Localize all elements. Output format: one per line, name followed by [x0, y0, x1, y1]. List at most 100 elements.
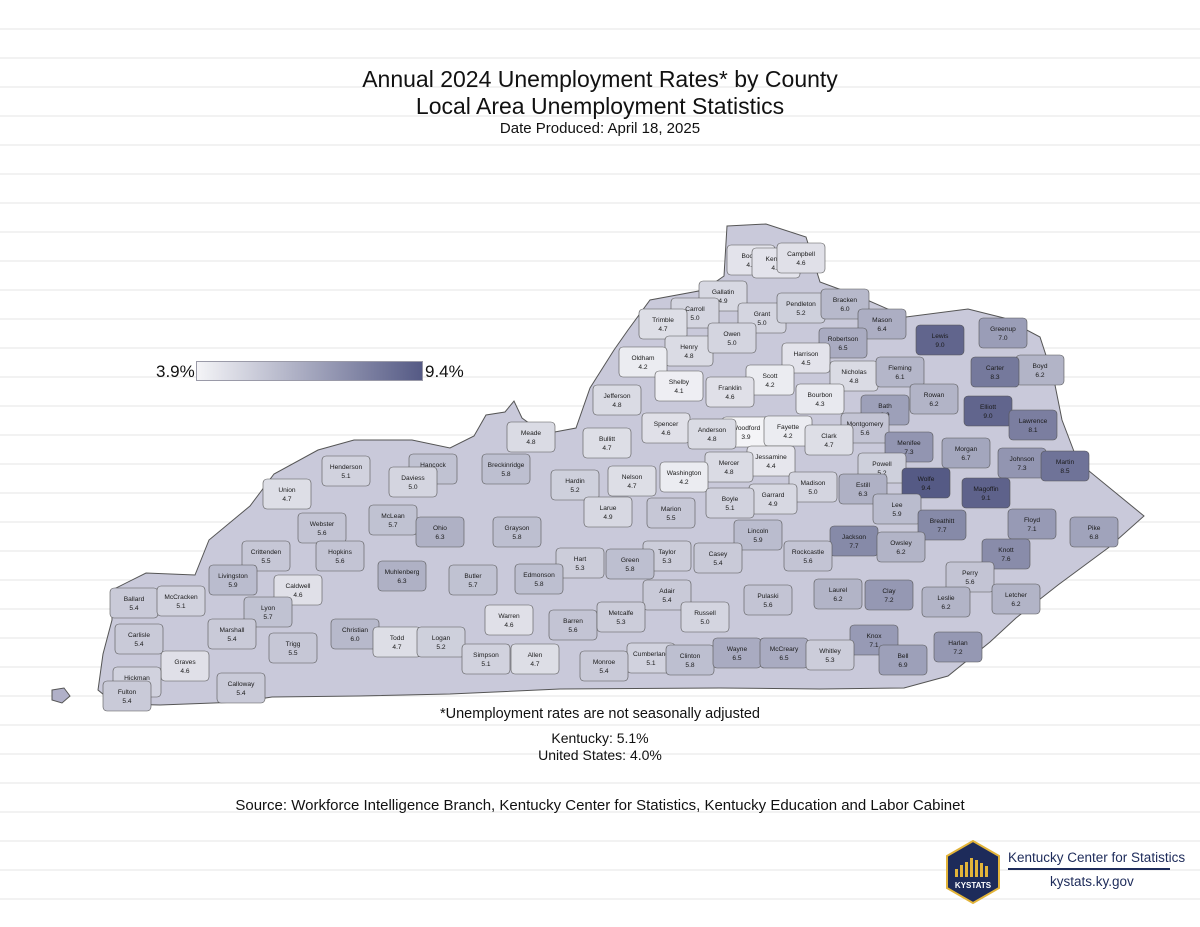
county-value-label: 4.6: [293, 592, 302, 599]
county-shape-carlisle: [114, 623, 164, 655]
county-name-label: Laurel: [829, 587, 848, 594]
county-bell: Bell 6.9: [878, 644, 928, 676]
brand-url[interactable]: kystats.ky.gov: [1050, 874, 1134, 889]
county-mason: Mason 6.4: [857, 308, 907, 340]
county-value-label: 7.3: [1017, 465, 1026, 472]
county-shape-lyon: [243, 596, 293, 628]
county-value-label: 5.1: [481, 661, 490, 668]
county-morgan: Morgan 6.7: [941, 437, 991, 469]
county-shape-graves: [160, 650, 210, 682]
county-shape-grayson: [492, 516, 542, 548]
brand-divider: [1008, 868, 1170, 870]
county-value-label: 5.4: [129, 605, 138, 612]
county-hardin: Hardin 5.2: [550, 469, 600, 501]
county-name-label: Knott: [998, 547, 1014, 554]
county-name-label: Breckinridge: [488, 462, 525, 469]
county-layer: Boone 4.5 Kenton 4.5 Campbell 4.6 Gallatin 4.9 C…: [102, 242, 1119, 712]
county-shape-simpson: [461, 643, 511, 675]
county-name-label: Hardin: [565, 478, 585, 485]
county-marshall: Marshall 5.4: [207, 618, 257, 650]
county-name-label: Martin: [1056, 459, 1075, 466]
county-name-label: Hickman: [124, 675, 150, 682]
county-name-label: Owen: [723, 331, 741, 338]
county-value-label: 7.1: [1027, 526, 1036, 533]
county-livingston: Livingston 5.9: [208, 564, 258, 596]
county-shape-hart: [555, 547, 605, 579]
county-oldham: Oldham 4.2: [618, 346, 668, 378]
county-name-label: Spencer: [654, 421, 679, 428]
county-edmonson: Edmonson 5.8: [514, 563, 564, 595]
county-shape-muhlenberg: [377, 560, 427, 592]
county-value-label: 5.1: [341, 473, 350, 480]
county-calloway: Calloway 5.4: [216, 672, 266, 704]
county-shape-rockcastle: [783, 540, 833, 572]
county-value-label: 5.3: [662, 558, 671, 565]
county-name-label: Fayette: [777, 424, 799, 431]
county-name-label: Metcalfe: [609, 610, 634, 617]
county-value-label: 5.6: [317, 530, 326, 537]
county-name-label: McCracken: [164, 594, 198, 601]
county-value-label: 5.4: [134, 641, 143, 648]
county-value-label: 7.0: [998, 335, 1007, 342]
county-value-label: 6.7: [961, 455, 970, 462]
county-value-label: 5.4: [599, 668, 608, 675]
county-name-label: Jessamine: [755, 454, 787, 461]
county-lewis: Lewis 9.0: [915, 324, 965, 356]
county-shape-franklin: [705, 376, 755, 408]
county-shape-trimble: [638, 308, 688, 340]
county-name-label: Butler: [464, 573, 482, 580]
county-muhlenberg: Muhlenberg 6.3: [377, 560, 427, 592]
county-value-label: 5.5: [288, 650, 297, 657]
county-shape-boyle: [705, 487, 755, 519]
county-value-label: 5.2: [796, 310, 805, 317]
county-spencer: Spencer 4.6: [641, 412, 691, 444]
county-shape-meade: [506, 421, 556, 453]
county-trigg: Trigg 5.5: [268, 632, 318, 664]
county-value-label: 6.3: [435, 534, 444, 541]
county-lincoln: Lincoln 5.9: [733, 519, 783, 551]
county-value-label: 7.2: [953, 649, 962, 656]
county-name-label: Perry: [962, 570, 978, 577]
county-shape-harlan: [933, 631, 983, 663]
county-value-label: 5.0: [690, 315, 699, 322]
county-name-label: Ballard: [124, 596, 145, 603]
county-henry: Henry 4.8: [664, 335, 714, 367]
county-clark: Clark 4.7: [804, 424, 854, 456]
county-name-label: Campbell: [787, 251, 815, 258]
county-name-label: Trimble: [652, 317, 674, 324]
county-name-label: Leslie: [937, 595, 955, 602]
county-shape-leslie: [921, 586, 971, 618]
county-jackson: Jackson 7.7: [829, 525, 879, 557]
county-shape-garrard: [748, 483, 798, 515]
county-shape-todd: [372, 626, 422, 658]
county-value-label: 5.6: [335, 558, 344, 565]
county-value-label: 4.9: [718, 298, 727, 305]
county-shape-bourbon: [795, 383, 845, 415]
county-owsley: Owsley 6.2: [876, 531, 926, 563]
county-nelson: Nelson 4.7: [607, 465, 657, 497]
county-name-label: Green: [621, 557, 640, 564]
county-fulton: Fulton 5.4: [102, 680, 152, 712]
county-value-label: 5.2: [877, 470, 886, 477]
county-shape-adair: [642, 579, 692, 611]
county-shape-lincoln: [733, 519, 783, 551]
county-name-label: Casey: [709, 551, 728, 558]
county-name-label: Clay: [882, 588, 896, 595]
county-value-label: 4.6: [725, 394, 734, 401]
county-name-label: Christian: [342, 627, 368, 634]
county-green: Green 5.8: [605, 548, 655, 580]
county-leslie: Leslie 6.2: [921, 586, 971, 618]
county-name-label: Boyle: [722, 496, 739, 503]
county-name-label: Calloway: [228, 681, 255, 688]
county-name-label: Bell: [898, 653, 910, 660]
county-hopkins: Hopkins 5.6: [315, 540, 365, 572]
county-name-label: Franklin: [718, 385, 742, 392]
county-name-label: Marion: [661, 506, 681, 513]
county-name-label: Letcher: [1005, 592, 1028, 599]
county-value-label: 3.9: [741, 434, 750, 441]
county-name-label: Garrard: [762, 492, 785, 499]
county-name-label: Adair: [659, 588, 675, 595]
county-value-label: 5.2: [436, 644, 445, 651]
county-nicholas: Nicholas 4.8: [829, 360, 879, 392]
county-value-label: 4.5: [771, 265, 780, 272]
